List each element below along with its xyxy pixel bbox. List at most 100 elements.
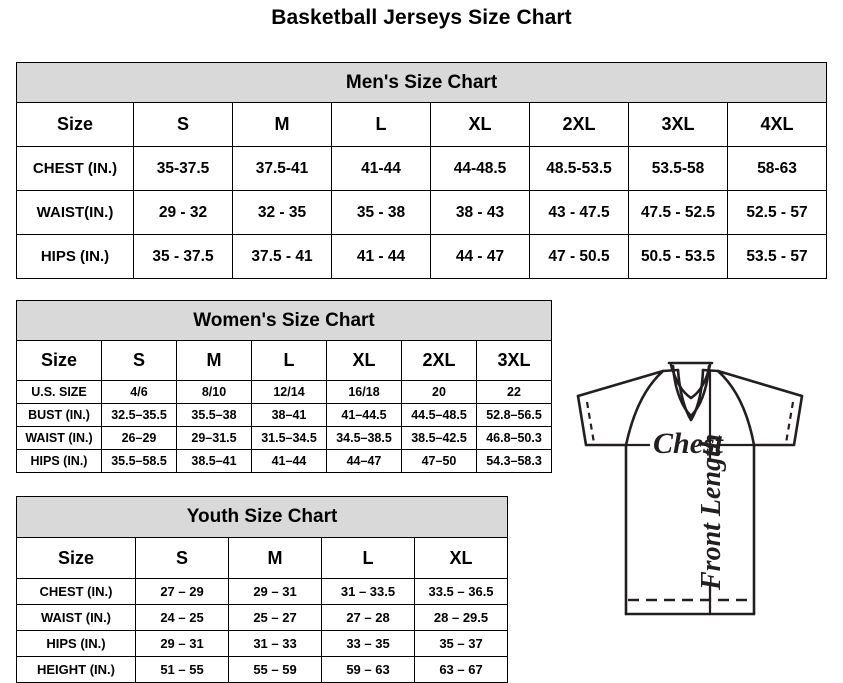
mens-band-row: Men's Size Chart	[15, 62, 828, 103]
womens-us-size-s: 4/6	[101, 380, 177, 404]
womens-bust-xl: 41–44.5	[326, 403, 402, 427]
womens-waist-xl: 34.5–38.5	[326, 426, 402, 450]
mens-chest-2xl: 48.5-53.5	[529, 146, 629, 191]
page-title: Basketball Jerseys Size Chart	[271, 6, 572, 29]
womens-waist-2xl: 38.5–42.5	[401, 426, 477, 450]
table-row: WAIST (IN.) 24 – 25 25 – 27 27 – 28 28 –…	[16, 604, 509, 631]
chest-label: Chest	[653, 427, 725, 460]
womens-us-size-3xl: 22	[476, 380, 552, 404]
mens-waist-2xl: 43 - 47.5	[529, 190, 629, 235]
mens-hips-4xl: 53.5 - 57	[726, 234, 828, 279]
womens-col-header-m: M	[176, 340, 252, 381]
youth-chest-m: 29 – 31	[228, 578, 322, 605]
youth-waist-s: 24 – 25	[135, 604, 229, 631]
mens-chest-3xl: 53.5-58	[628, 146, 728, 191]
womens-row-label-bust: BUST (IN.)	[16, 403, 102, 427]
mens-row-label-hips: HIPS (IN.)	[16, 234, 134, 279]
mens-hips-3xl: 50.5 - 53.5	[628, 234, 728, 279]
womens-header-row: Size S M L XL 2XL 3XL	[16, 340, 552, 381]
youth-band-title: Youth Size Chart	[15, 496, 509, 538]
mens-hips-2xl: 47 - 50.5	[529, 234, 629, 279]
table-row: HIPS (IN.) 29 – 31 31 – 33 33 – 35 35 – …	[16, 630, 509, 657]
womens-col-header-xl: XL	[326, 340, 402, 381]
womens-col-header-3xl: 3XL	[476, 340, 552, 381]
womens-hips-s: 35.5–58.5	[101, 449, 177, 473]
womens-us-size-m: 8/10	[176, 380, 252, 404]
womens-waist-s: 26–29	[101, 426, 177, 450]
youth-hips-m: 31 – 33	[228, 630, 322, 657]
womens-hips-xl: 44–47	[326, 449, 402, 473]
womens-row-label-us-size: U.S. SIZE	[16, 380, 102, 404]
table-row: CHEST (IN.) 27 – 29 29 – 31 31 – 33.5 33…	[16, 578, 509, 605]
youth-waist-l: 27 – 28	[321, 604, 415, 631]
mens-chest-4xl: 58-63	[726, 146, 828, 191]
mens-size-chart-table: Men's Size Chart Size S M L XL 2XL 3XL 4…	[15, 62, 828, 279]
womens-band-row: Women's Size Chart	[16, 300, 552, 341]
youth-col-header-s: S	[135, 537, 229, 579]
youth-col-header-xl: XL	[413, 537, 509, 579]
mens-waist-xl: 38 - 43	[430, 190, 530, 235]
womens-hips-l: 41–44	[251, 449, 327, 473]
mens-header-row: Size S M L XL 2XL 3XL 4XL	[16, 102, 828, 147]
womens-band-title: Women's Size Chart	[16, 300, 552, 341]
womens-waist-3xl: 46.8–50.3	[476, 426, 552, 450]
youth-row-label-hips: HIPS (IN.)	[16, 630, 136, 657]
youth-hips-xl: 35 – 37	[413, 630, 509, 657]
mens-band-title: Men's Size Chart	[15, 62, 828, 103]
table-row: WAIST(IN.) 29 - 32 32 - 35 35 - 38 38 - …	[16, 190, 828, 235]
womens-col-header-l: L	[251, 340, 327, 381]
jersey-outline-icon	[576, 361, 804, 616]
mens-hips-s: 35 - 37.5	[133, 234, 233, 279]
mens-waist-m: 32 - 35	[232, 190, 332, 235]
womens-hips-3xl: 54.3–58.3	[476, 449, 552, 473]
mens-waist-s: 29 - 32	[133, 190, 233, 235]
mens-row-label-chest: CHEST (IN.)	[16, 146, 134, 191]
youth-hips-s: 29 – 31	[135, 630, 229, 657]
table-row: WAIST (IN.) 26–29 29–31.5 31.5–34.5 34.5…	[16, 426, 552, 450]
youth-size-chart-table: Youth Size Chart Size S M L XL CHEST (IN…	[15, 496, 509, 683]
sleeve-hem-dashes-icon	[585, 401, 795, 444]
womens-bust-l: 38–41	[251, 403, 327, 427]
womens-hips-m: 38.5–41	[176, 449, 252, 473]
womens-bust-2xl: 44.5–48.5	[401, 403, 477, 427]
mens-waist-3xl: 47.5 - 52.5	[628, 190, 728, 235]
front-length-label: Front Length	[696, 434, 727, 591]
mens-col-header-s: S	[133, 102, 233, 147]
womens-waist-m: 29–31.5	[176, 426, 252, 450]
womens-col-header-s: S	[101, 340, 177, 381]
youth-chest-l: 31 – 33.5	[321, 578, 415, 605]
youth-chest-xl: 33.5 – 36.5	[413, 578, 509, 605]
table-row: HIPS (IN.) 35.5–58.5 38.5–41 41–44 44–47…	[16, 449, 552, 473]
womens-hips-2xl: 47–50	[401, 449, 477, 473]
mens-chest-m: 37.5-41	[232, 146, 332, 191]
womens-bust-s: 32.5–35.5	[101, 403, 177, 427]
youth-chest-s: 27 – 29	[135, 578, 229, 605]
mens-col-header-m: M	[232, 102, 332, 147]
youth-row-label-waist: WAIST (IN.)	[16, 604, 136, 631]
mens-chest-l: 41-44	[331, 146, 431, 191]
youth-waist-m: 25 – 27	[228, 604, 322, 631]
mens-col-header-3xl: 3XL	[628, 102, 728, 147]
womens-row-label-hips: HIPS (IN.)	[16, 449, 102, 473]
womens-waist-l: 31.5–34.5	[251, 426, 327, 450]
table-row: BUST (IN.) 32.5–35.5 35.5–38 38–41 41–44…	[16, 403, 552, 427]
jersey-measurement-diagram: Chest Front Length	[540, 352, 843, 679]
mens-hips-m: 37.5 - 41	[232, 234, 332, 279]
mens-col-header-l: L	[331, 102, 431, 147]
youth-header-row: Size S M L XL	[16, 537, 509, 579]
youth-col-header-size: Size	[16, 537, 136, 579]
mens-hips-xl: 44 - 47	[430, 234, 530, 279]
womens-us-size-xl: 16/18	[326, 380, 402, 404]
mens-waist-4xl: 52.5 - 57	[726, 190, 828, 235]
youth-waist-xl: 28 – 29.5	[413, 604, 509, 631]
mens-col-header-size: Size	[16, 102, 134, 147]
youth-hips-l: 33 – 35	[321, 630, 415, 657]
mens-col-header-4xl: 4XL	[726, 102, 828, 147]
womens-bust-m: 35.5–38	[176, 403, 252, 427]
womens-col-header-2xl: 2XL	[401, 340, 477, 381]
womens-us-size-2xl: 20	[401, 380, 477, 404]
womens-size-chart-table: Women's Size Chart Size S M L XL 2XL 3XL…	[16, 300, 552, 473]
womens-bust-3xl: 52.8–56.5	[476, 403, 552, 427]
mens-chest-xl: 44-48.5	[430, 146, 530, 191]
mens-chest-s: 35-37.5	[133, 146, 233, 191]
